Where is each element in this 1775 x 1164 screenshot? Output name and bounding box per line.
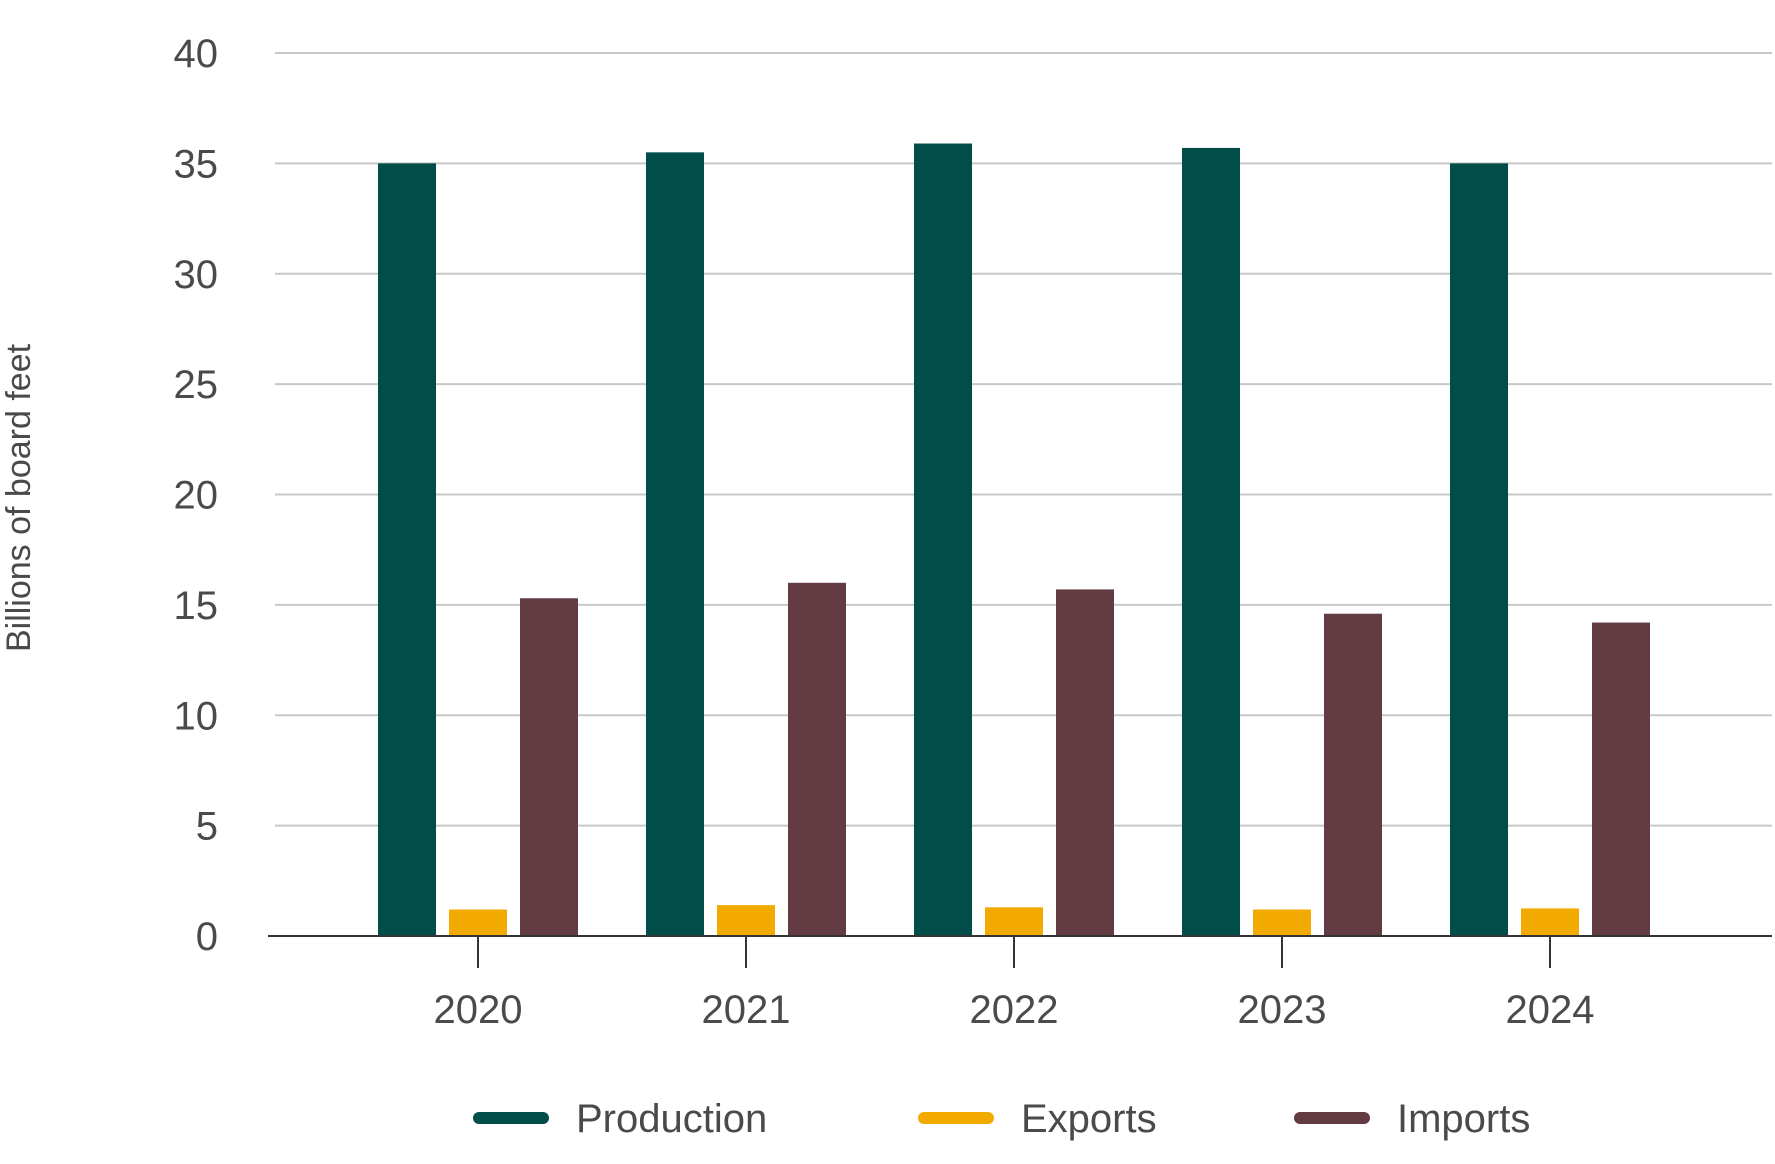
bar-imports-2023 bbox=[1324, 613, 1382, 936]
x-tick-label: 2022 bbox=[970, 988, 1059, 1032]
legend-label-exports: Exports bbox=[1021, 1097, 1157, 1141]
y-tick-label: 5 bbox=[196, 805, 218, 849]
legend: Production Exports Imports bbox=[473, 1097, 1530, 1141]
bar-imports-2021 bbox=[788, 582, 846, 936]
bar-imports-2024 bbox=[1592, 622, 1650, 936]
bar-production-2023 bbox=[1182, 147, 1240, 937]
bar-imports-2022 bbox=[1056, 589, 1114, 936]
y-tick-label: 10 bbox=[174, 694, 219, 738]
x-tick-label: 2024 bbox=[1506, 988, 1595, 1032]
bar-exports-2021 bbox=[717, 905, 775, 936]
bar-exports-2020 bbox=[449, 909, 507, 936]
y-tick-label: 25 bbox=[174, 363, 219, 407]
x-axis: 2020 2021 2022 2023 2024 bbox=[268, 935, 1772, 1032]
y-tick-label: 20 bbox=[174, 474, 219, 518]
legend-label-imports: Imports bbox=[1397, 1097, 1530, 1141]
x-tick-label: 2021 bbox=[702, 988, 791, 1032]
bar-imports-2020 bbox=[520, 598, 578, 936]
y-tick-label: 0 bbox=[196, 915, 218, 959]
bar-exports-2023 bbox=[1253, 909, 1311, 936]
x-tick-label: 2020 bbox=[434, 988, 523, 1032]
y-axis-title: Billions of board feet bbox=[0, 343, 38, 652]
bar-production-2020 bbox=[378, 163, 436, 936]
y-tick-label: 40 bbox=[174, 32, 219, 76]
y-tick-label: 30 bbox=[174, 253, 219, 297]
bar-production-2022 bbox=[914, 143, 972, 936]
bar-exports-2022 bbox=[985, 907, 1043, 936]
y-axis: 0 5 10 15 20 25 30 35 40 bbox=[174, 32, 219, 959]
bars bbox=[378, 143, 1650, 937]
y-tick-label: 15 bbox=[174, 584, 219, 628]
legend-label-production: Production bbox=[576, 1097, 767, 1141]
bar-production-2021 bbox=[646, 152, 704, 936]
x-tick-label: 2023 bbox=[1238, 988, 1327, 1032]
gridlines bbox=[275, 52, 1772, 827]
y-tick-label: 35 bbox=[174, 142, 219, 186]
bar-production-2024 bbox=[1450, 163, 1508, 936]
bar-exports-2024 bbox=[1521, 908, 1579, 936]
